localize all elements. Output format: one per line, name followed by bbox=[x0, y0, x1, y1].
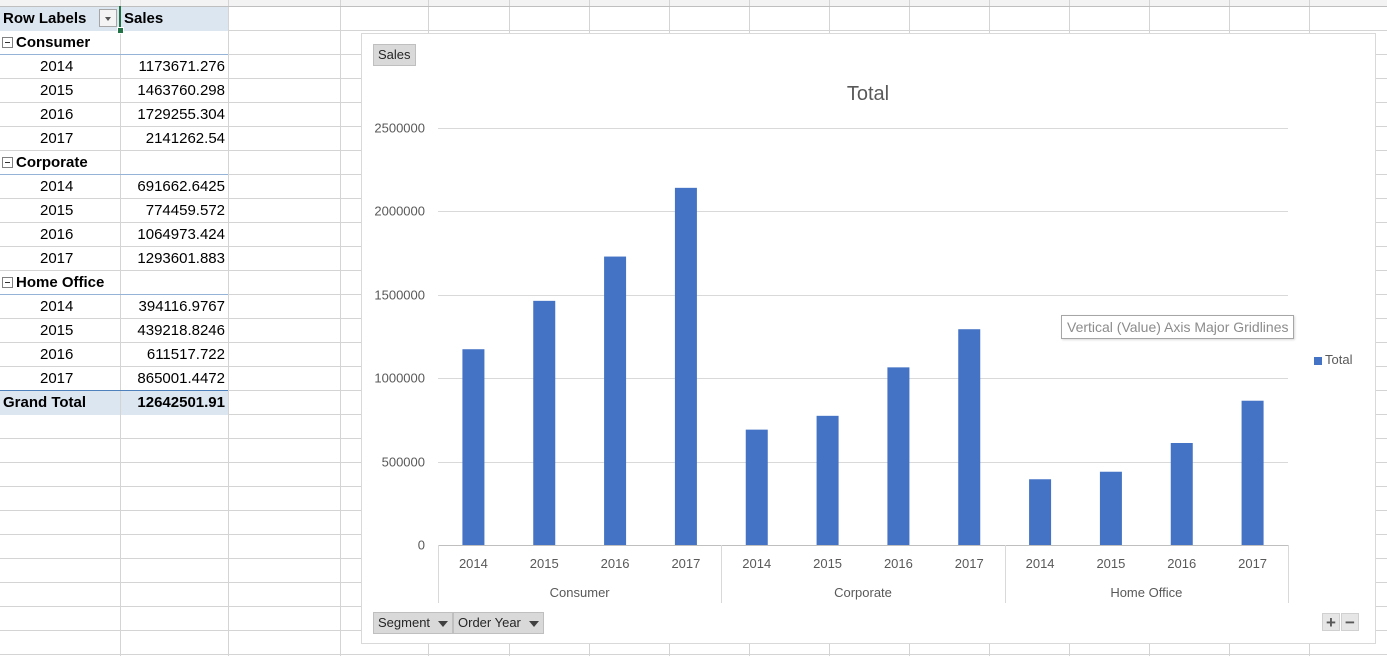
cell-selection-border bbox=[119, 6, 121, 31]
bar bbox=[1099, 471, 1122, 545]
y-tick-label: 1500000 bbox=[374, 288, 425, 303]
segment-name: Corporate bbox=[16, 154, 88, 171]
legend-swatch bbox=[1314, 356, 1322, 365]
sales-value[interactable]: 1463760.298 bbox=[137, 82, 225, 99]
segment-row-label[interactable]: Consumer bbox=[0, 31, 228, 55]
year-row-label[interactable]: 2015 bbox=[40, 82, 74, 99]
segment-row-label[interactable]: Home Office bbox=[0, 271, 228, 295]
column-header-strip bbox=[0, 0, 1387, 6]
grand-total-value[interactable]: 12642501.91 bbox=[121, 391, 228, 415]
sales-value[interactable]: 691662.6425 bbox=[137, 178, 225, 195]
pivot-chart[interactable]: Sales Total 0 500000 1000000 1500000 2000000 2… bbox=[361, 33, 1376, 644]
sales-value[interactable]: 394116.9767 bbox=[138, 298, 225, 315]
x-tick-label: 2017 bbox=[671, 556, 700, 571]
year-row-label[interactable]: 2015 bbox=[40, 322, 74, 339]
x-tick-label: 2017 bbox=[955, 556, 984, 571]
x-tick-label: 2016 bbox=[601, 556, 630, 571]
sales-field-button[interactable]: Sales bbox=[373, 44, 416, 66]
fill-handle[interactable] bbox=[117, 27, 124, 34]
dropdown-arrow-icon bbox=[438, 620, 449, 627]
y-tick-label: 2000000 bbox=[374, 204, 425, 219]
sales-value[interactable]: 439218.8246 bbox=[137, 322, 225, 339]
expand-field-button[interactable]: + bbox=[1322, 613, 1340, 631]
segment-field-button[interactable]: Segment bbox=[373, 612, 454, 634]
collapse-field-button[interactable]: − bbox=[1341, 613, 1359, 631]
x-tick-label: 2015 bbox=[530, 556, 559, 571]
legend-label: Total bbox=[1325, 352, 1353, 367]
y-tick-label: 1000000 bbox=[374, 371, 425, 386]
chart-legend[interactable]: Total bbox=[1314, 352, 1352, 367]
x-tick-label: 2017 bbox=[1238, 556, 1267, 571]
bar bbox=[958, 329, 981, 545]
sales-header[interactable]: Sales bbox=[121, 7, 228, 31]
year-row-label[interactable]: 2016 bbox=[40, 106, 74, 123]
dropdown-arrow-icon bbox=[528, 620, 539, 627]
x-tick-label: 2016 bbox=[884, 556, 913, 571]
sales-value[interactable]: 865001.4472 bbox=[137, 370, 225, 387]
collapse-icon[interactable] bbox=[2, 276, 13, 288]
year-row-label[interactable]: 2014 bbox=[40, 298, 74, 315]
bar bbox=[816, 415, 839, 545]
y-tick-label: 0 bbox=[418, 538, 425, 553]
order-year-field-label: Order Year bbox=[458, 615, 521, 630]
bar bbox=[462, 349, 485, 545]
year-row-label[interactable]: 2017 bbox=[40, 250, 74, 267]
bar bbox=[887, 367, 910, 545]
sales-value[interactable]: 611517.722 bbox=[146, 346, 225, 363]
segment-field-label: Segment bbox=[378, 615, 431, 630]
x-tick-label: 2014 bbox=[742, 556, 771, 571]
segment-underline bbox=[0, 294, 228, 295]
year-row-label[interactable]: 2014 bbox=[40, 178, 74, 195]
chart-plot: Total 0 500000 1000000 1500000 2000000 2500000… bbox=[374, 83, 1289, 603]
sales-field-label: Sales bbox=[378, 47, 411, 62]
y-tick-label: 500000 bbox=[382, 455, 425, 470]
order-year-field-button[interactable]: Order Year bbox=[453, 612, 544, 634]
group-label: Home Office bbox=[1110, 585, 1182, 600]
collapse-icon[interactable] bbox=[2, 156, 13, 168]
collapse-icon[interactable] bbox=[2, 36, 13, 48]
bar bbox=[533, 300, 556, 545]
year-row-label[interactable]: 2015 bbox=[40, 202, 74, 219]
year-row-label[interactable]: 2017 bbox=[40, 130, 74, 147]
sales-value[interactable]: 2141262.54 bbox=[145, 130, 225, 147]
x-tick-label: 2014 bbox=[1026, 556, 1055, 571]
sales-value[interactable]: 1173671.276 bbox=[138, 58, 225, 75]
bar bbox=[604, 256, 627, 545]
y-tick-label: 2500000 bbox=[374, 121, 425, 136]
x-tick-label: 2015 bbox=[813, 556, 842, 571]
group-label: Corporate bbox=[834, 585, 892, 600]
year-row-label[interactable]: 2014 bbox=[40, 58, 74, 75]
sales-value[interactable]: 1729255.304 bbox=[137, 106, 225, 123]
x-tick-label: 2015 bbox=[1096, 556, 1125, 571]
segment-name: Consumer bbox=[16, 34, 91, 51]
year-row-label[interactable]: 2017 bbox=[40, 370, 74, 387]
gridlines-tooltip: Vertical (Value) Axis Major Gridlines bbox=[1061, 315, 1295, 339]
expand-collapse-buttons: + − bbox=[1321, 613, 1359, 633]
year-row-label[interactable]: 2016 bbox=[40, 346, 74, 363]
sales-value[interactable]: 774459.572 bbox=[145, 202, 225, 219]
bar bbox=[674, 187, 697, 545]
sales-value[interactable]: 1293601.883 bbox=[137, 250, 225, 267]
group-label: Consumer bbox=[550, 585, 611, 600]
bar bbox=[1170, 442, 1193, 545]
grand-total-label[interactable]: Grand Total bbox=[0, 391, 120, 415]
segment-underline bbox=[0, 174, 228, 175]
bar bbox=[745, 429, 768, 545]
bar bbox=[1241, 400, 1264, 545]
x-tick-label: 2014 bbox=[459, 556, 488, 571]
bar bbox=[1029, 479, 1052, 545]
sales-value[interactable]: 1064973.424 bbox=[137, 226, 225, 243]
segment-underline bbox=[0, 54, 228, 55]
segment-row-label[interactable]: Corporate bbox=[0, 151, 228, 175]
segment-name: Home Office bbox=[16, 274, 105, 291]
row-labels-filter-button[interactable] bbox=[99, 9, 117, 27]
chart-title: Total bbox=[847, 83, 889, 105]
year-row-label[interactable]: 2016 bbox=[40, 226, 74, 243]
x-tick-label: 2016 bbox=[1167, 556, 1196, 571]
grand-total-border bbox=[0, 390, 228, 391]
